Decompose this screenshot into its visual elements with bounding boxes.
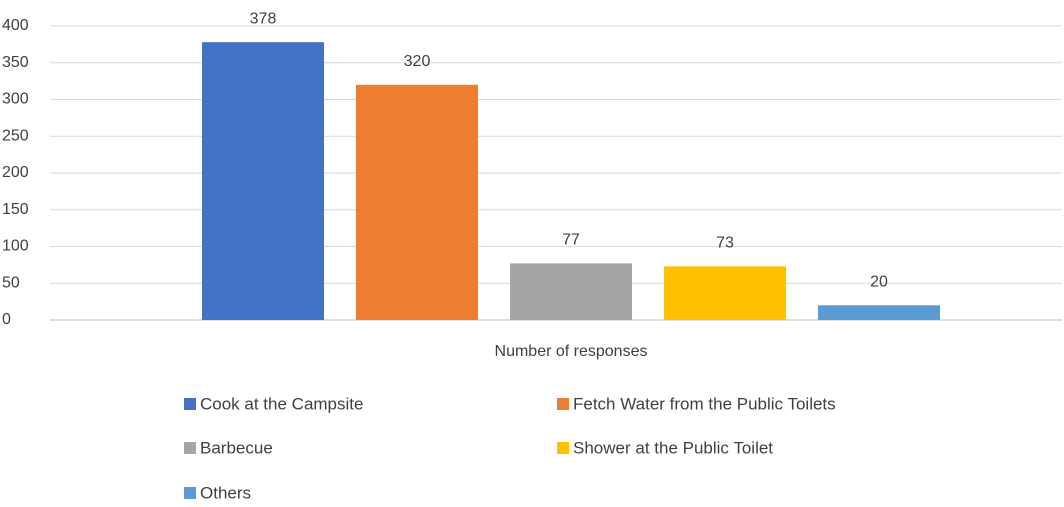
legend-swatch (184, 398, 196, 410)
data-label: 378 (250, 10, 277, 27)
bar (510, 263, 632, 320)
x-tick-label: Number of responses (495, 343, 648, 360)
y-tick-label: 150 (2, 201, 29, 218)
data-label: 73 (716, 235, 734, 252)
legend-swatch (184, 487, 196, 499)
y-tick-label: 400 (2, 17, 29, 34)
bar (202, 42, 324, 321)
legend-swatch (184, 442, 196, 454)
legend-text: Fetch Water from the Public Toilets (573, 394, 836, 413)
bar (664, 266, 786, 320)
y-tick-label: 250 (2, 127, 29, 144)
legend-text: Cook at the Campsite (200, 394, 363, 413)
legend-text: Shower at the Public Toilet (573, 438, 773, 457)
legend-swatch (557, 442, 569, 454)
y-tick-label: 300 (2, 91, 29, 108)
data-label: 20 (870, 274, 888, 291)
y-tick-label: 100 (2, 238, 29, 255)
y-tick-label: 0 (2, 311, 11, 328)
y-tick-label: 350 (2, 54, 29, 71)
data-label: 320 (404, 53, 431, 70)
y-tick-label: 50 (2, 274, 20, 291)
bar (356, 84, 478, 320)
legend-swatch (557, 398, 569, 410)
y-tick-label: 200 (2, 164, 29, 181)
bar (818, 305, 940, 320)
data-label: 77 (562, 232, 580, 249)
legend-text: Others (200, 483, 251, 502)
legend-text: Barbecue (200, 438, 273, 457)
